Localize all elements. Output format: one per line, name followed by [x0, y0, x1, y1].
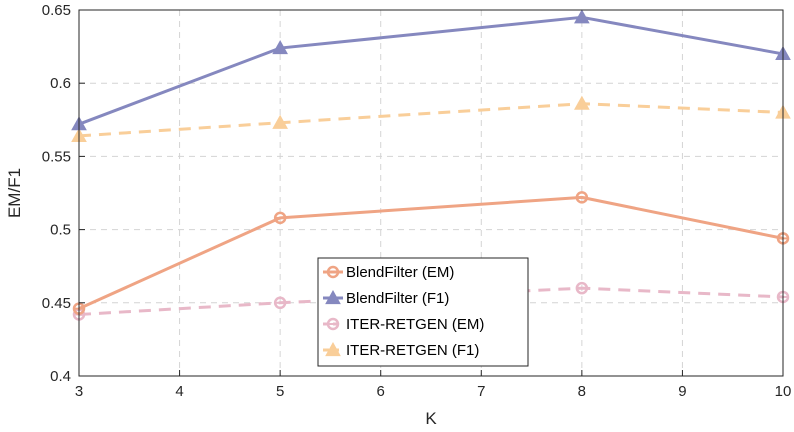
series-0: [72, 191, 790, 315]
series-2: [72, 281, 790, 321]
legend-label: ITER-RETGEN (F1): [346, 342, 479, 359]
legend-marker: [325, 341, 341, 357]
legend-label: BlendFilter (F1): [346, 290, 449, 307]
data-point: [574, 9, 590, 24]
y-tick-label: 0.55: [42, 148, 71, 165]
legend: BlendFilter (EM) BlendFilter (F1) ITER-RET…: [317, 257, 529, 367]
plot-area-frame: [78, 9, 784, 377]
x-axis-ticks: 3 4 5 6 7 8 9 10: [75, 370, 792, 400]
data-point: [575, 191, 589, 204]
series-1: [71, 9, 791, 131]
x-tick-label: 10: [775, 383, 792, 400]
y-tick-label: 0.5: [50, 222, 71, 239]
y-tick-label: 0.45: [42, 295, 71, 312]
x-axis-label: K: [425, 409, 437, 428]
legend-marker: [326, 265, 340, 279]
x-tick-label: 8: [578, 383, 586, 400]
legend-item: BlendFilter (F1): [323, 289, 449, 307]
x-tick-label: 5: [276, 383, 284, 400]
legend-marker: [326, 317, 340, 331]
y-tick-label: 0.4: [50, 368, 71, 385]
y-tick-label: 0.6: [50, 75, 71, 92]
legend-box: [317, 257, 529, 367]
series-line: [78, 195, 784, 311]
data-point: [273, 296, 287, 310]
x-tick-label: 3: [75, 383, 83, 400]
y-tick-label: 0.65: [42, 2, 71, 19]
x-tick-label: 4: [175, 383, 183, 400]
legend-item: BlendFilter (EM): [323, 264, 454, 281]
data-point: [574, 95, 590, 110]
legend-label: BlendFilter (EM): [346, 264, 454, 281]
data-point: [575, 281, 589, 295]
series-line: [78, 286, 784, 317]
y-axis-ticks: 0.4 0.45 0.5 0.55 0.6 0.65: [42, 2, 85, 385]
series-line: [78, 15, 784, 126]
data-point: [272, 40, 288, 55]
legend-item: ITER-RETGEN (EM): [323, 316, 484, 333]
data-point: [272, 114, 288, 129]
data-point: [273, 211, 287, 225]
x-tick-label: 9: [678, 383, 686, 400]
legend-item: ITER-RETGEN (F1): [323, 341, 479, 359]
x-tick-label: 7: [477, 383, 485, 400]
legend-label: ITER-RETGEN (EM): [346, 316, 484, 333]
legend-marker: [325, 289, 341, 305]
series-line: [78, 102, 784, 138]
y-axis-label: EM/F1: [5, 168, 24, 218]
x-tick-label: 6: [377, 383, 385, 400]
